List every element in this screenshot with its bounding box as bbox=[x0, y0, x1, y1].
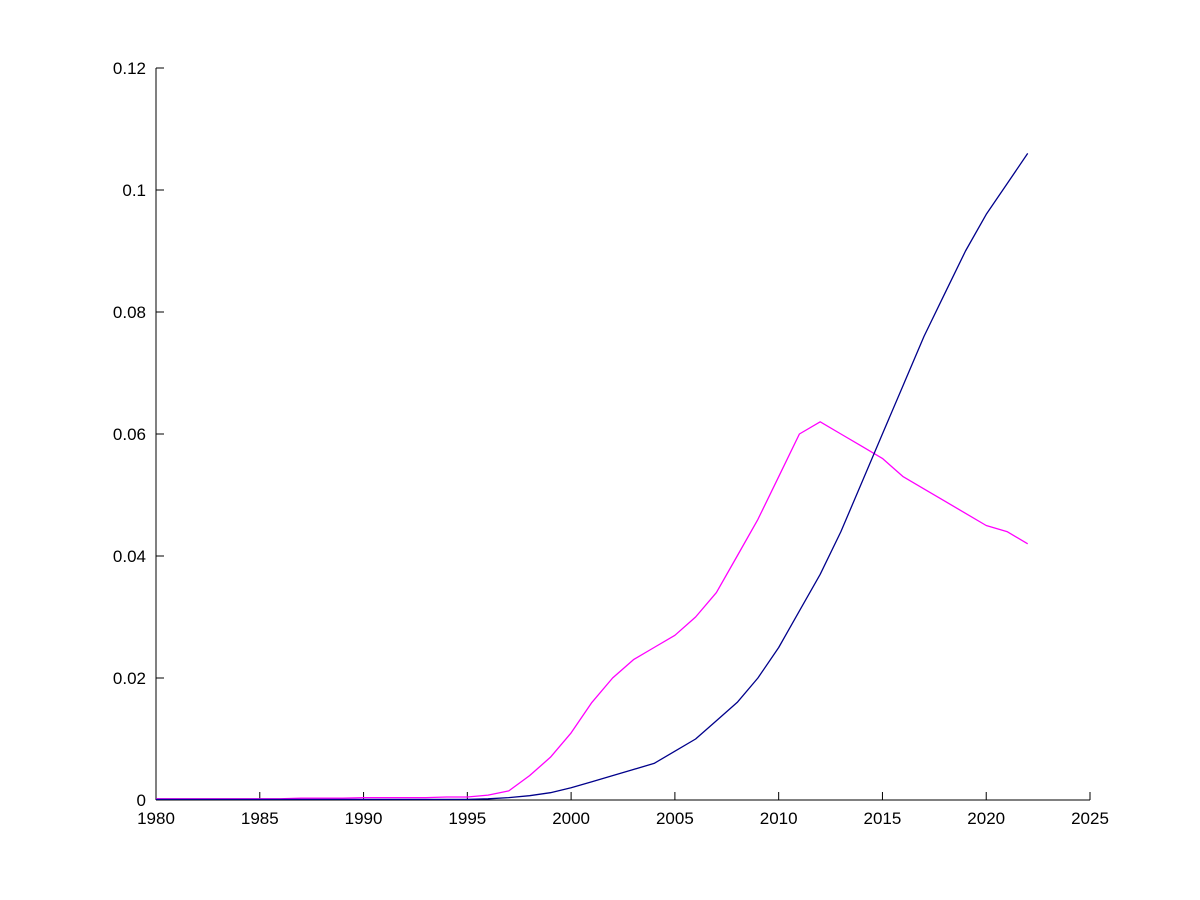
y-tick-label: 0 bbox=[137, 791, 146, 810]
y-tick-label: 0.1 bbox=[122, 181, 146, 200]
x-tick-label: 1995 bbox=[448, 809, 486, 828]
magenta-series-line bbox=[156, 421, 1029, 800]
x-tick-label: 2010 bbox=[760, 809, 798, 828]
y-tick-label: 0.04 bbox=[113, 547, 146, 566]
x-tick-label: 1990 bbox=[345, 809, 383, 828]
y-tick-label: 0.08 bbox=[113, 303, 146, 322]
blue-series-line bbox=[156, 153, 1029, 801]
x-tick-label: 1980 bbox=[137, 809, 175, 828]
y-tick-label: 0.06 bbox=[113, 425, 146, 444]
x-tick-label: 2025 bbox=[1071, 809, 1109, 828]
y-tick-label: 0.12 bbox=[113, 59, 146, 78]
x-tick-label: 2015 bbox=[864, 809, 902, 828]
y-tick-label: 0.02 bbox=[113, 669, 146, 688]
x-tick-label: 2020 bbox=[967, 809, 1005, 828]
x-tick-label: 2005 bbox=[656, 809, 694, 828]
x-tick-label: 1985 bbox=[241, 809, 279, 828]
x-tick-label: 2000 bbox=[552, 809, 590, 828]
